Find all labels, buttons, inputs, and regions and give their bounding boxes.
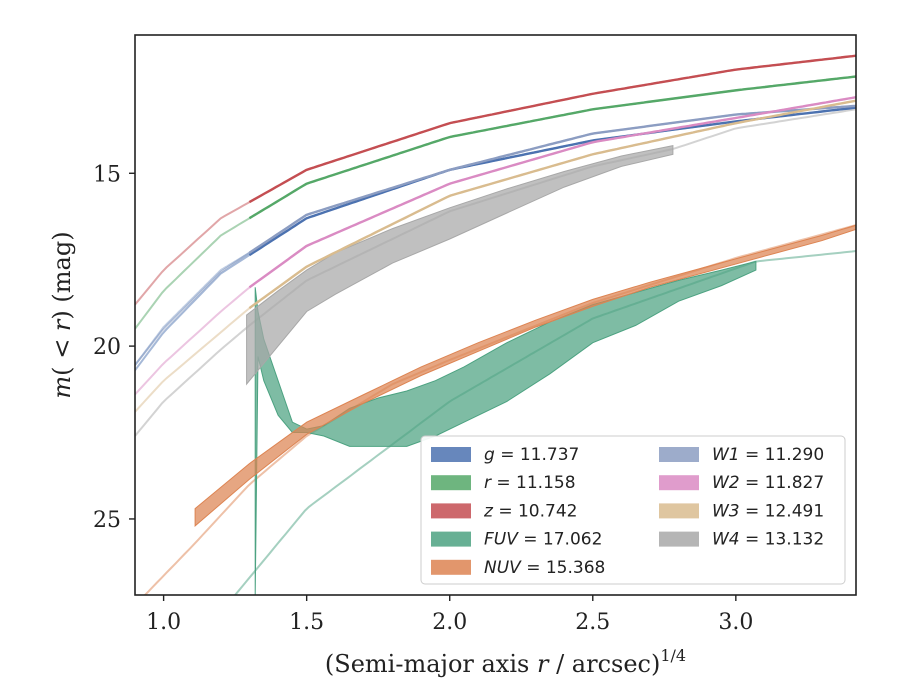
x-tick-label: 2.0 — [432, 610, 467, 635]
series-g-halo — [135, 251, 250, 366]
legend-label-w2: W2 = 11.827 — [712, 473, 824, 493]
plot-frame — [134, 34, 857, 596]
plot-area — [135, 54, 856, 595]
series-w1-model-line — [135, 104, 856, 366]
series-w4-band — [246, 144, 674, 386]
series-z-line — [248, 54, 856, 204]
x-axis-label: (Semi-major axis r / arcsec)1/4 — [325, 646, 686, 678]
legend-swatch-r — [431, 475, 471, 491]
legend-swatch-w3 — [659, 503, 699, 519]
x-tick-label: 1.5 — [289, 610, 324, 635]
x-tick-label: 3.0 — [718, 610, 753, 635]
legend-swatch-w4 — [659, 531, 699, 547]
legend-swatch-w2 — [659, 475, 699, 491]
legend-swatch-z — [431, 503, 471, 519]
legend-swatch-g — [431, 447, 471, 462]
series-w3-line — [248, 99, 856, 310]
legend-swatch-fuv — [431, 531, 471, 547]
series-w2-line — [248, 96, 856, 289]
series-r-line — [248, 75, 856, 220]
legend: g = 11.737 r = 11.158 z = 10.742 FUV = 17.0… — [420, 435, 846, 585]
legend-label-nuv: NUV = 15.368 — [484, 558, 605, 578]
x-axis: 1.0 1.5 2.0 2.5 3.0 — [146, 595, 753, 635]
legend-swatch-nuv — [431, 559, 471, 575]
y-tick-label: 15 — [93, 162, 121, 187]
legend-label-z: z = 10.742 — [483, 501, 577, 521]
legend-label-r: r = 11.158 — [484, 473, 576, 493]
legend-label-w4: W4 = 13.132 — [712, 530, 824, 550]
series-w1-line — [248, 104, 856, 254]
legend-box — [420, 435, 846, 585]
legend-label-g: g = 11.737 — [484, 445, 579, 465]
y-tick-label: 20 — [93, 335, 121, 360]
x-tick-label: 1.0 — [146, 610, 181, 635]
x-tick-label: 2.5 — [575, 610, 610, 635]
legend-label-w3: W3 = 12.491 — [712, 501, 824, 521]
legend-swatch-w1 — [659, 447, 699, 462]
series-nuv-band — [194, 224, 856, 527]
legend-label-w1: W1 = 11.290 — [712, 445, 824, 465]
y-axis-label: m( < r) (mag) — [48, 231, 76, 398]
legend-label-fuv: FUV = 17.062 — [484, 530, 602, 550]
y-axis: 15 20 25 — [93, 162, 135, 533]
y-tick-label: 25 — [93, 508, 121, 533]
